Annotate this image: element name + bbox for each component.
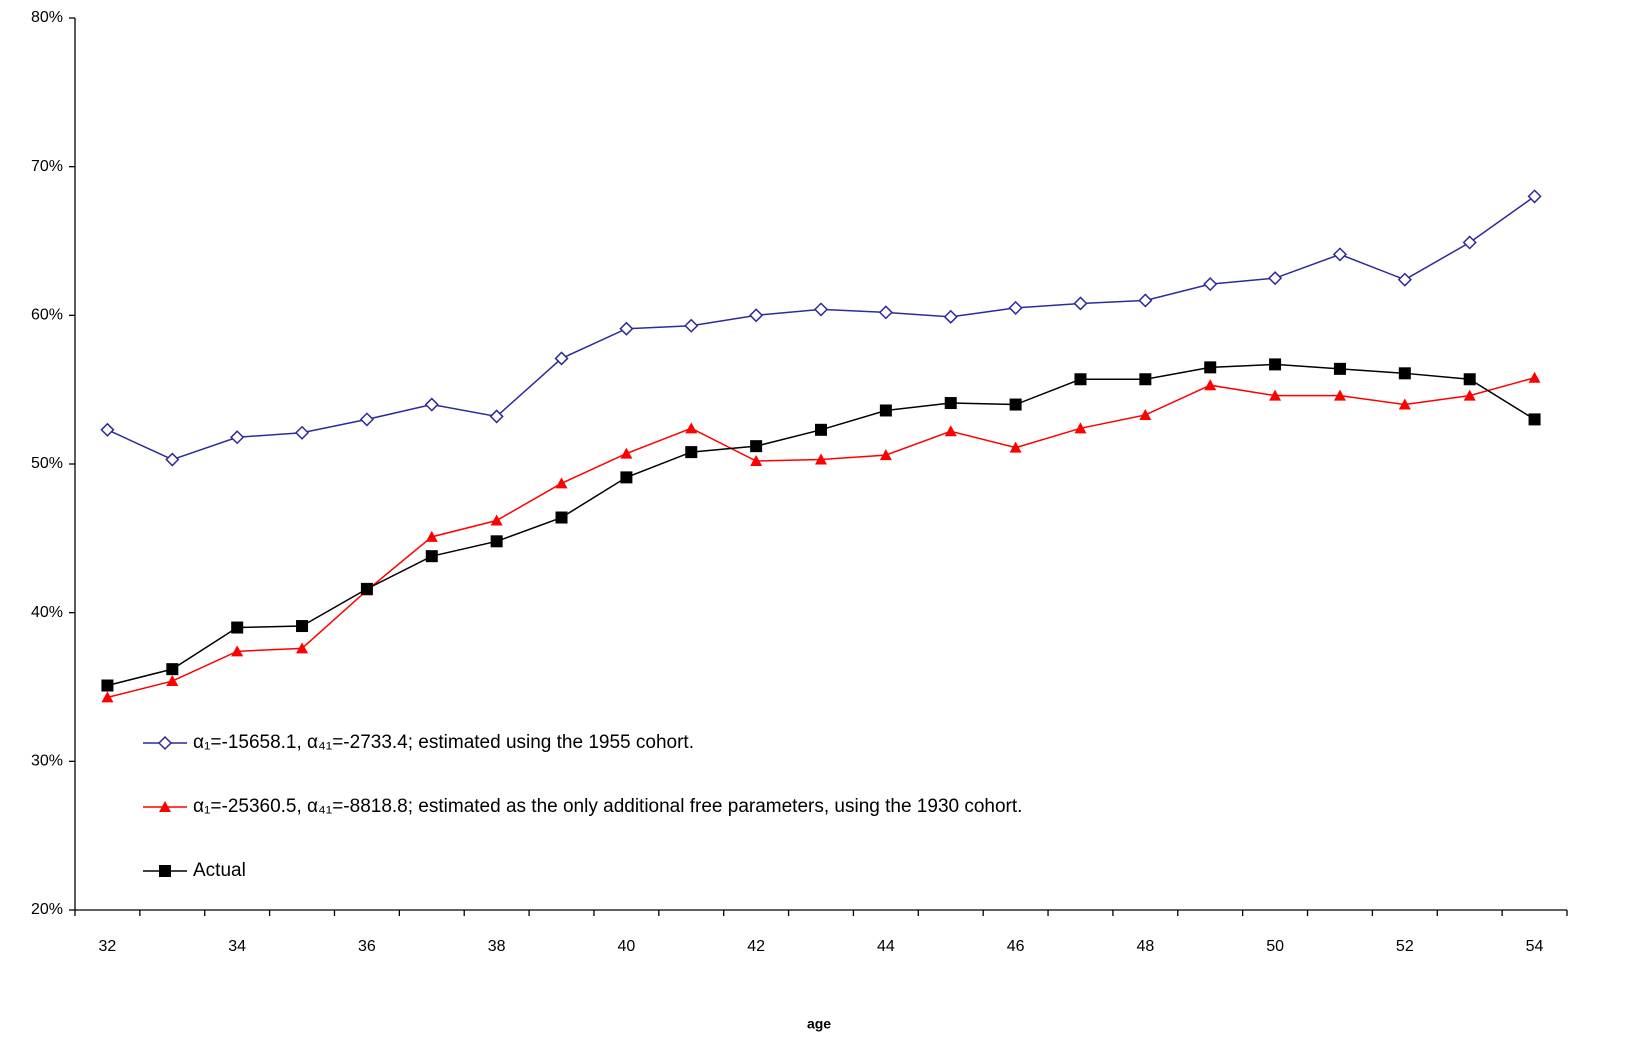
y-tick-label: 60% bbox=[31, 307, 63, 324]
marker bbox=[424, 397, 439, 412]
marker bbox=[1204, 361, 1217, 374]
y-tick-label: 40% bbox=[31, 604, 63, 621]
marker bbox=[620, 447, 633, 459]
marker bbox=[555, 511, 568, 524]
x-tick-label: 50 bbox=[1266, 938, 1284, 955]
y-tick-label: 70% bbox=[31, 158, 63, 175]
marker bbox=[685, 422, 698, 434]
legend-label: Actual bbox=[193, 860, 246, 881]
marker bbox=[1269, 358, 1282, 371]
marker bbox=[166, 663, 179, 676]
marker bbox=[685, 446, 698, 459]
marker bbox=[1463, 373, 1476, 386]
series-line bbox=[107, 195, 1536, 461]
marker bbox=[684, 318, 699, 333]
marker bbox=[1009, 398, 1022, 411]
marker bbox=[1268, 271, 1283, 286]
marker bbox=[100, 422, 115, 437]
marker bbox=[1204, 379, 1217, 391]
legend-marker bbox=[159, 801, 171, 812]
legend-label: α₁=-25360.5, α₄₁=-8818.8; estimated as t… bbox=[193, 796, 1022, 817]
marker bbox=[231, 621, 244, 634]
marker bbox=[1398, 367, 1411, 380]
marker bbox=[1333, 389, 1346, 401]
marker bbox=[166, 675, 179, 687]
marker bbox=[490, 535, 503, 548]
x-tick-label: 36 bbox=[358, 938, 376, 955]
marker bbox=[1203, 277, 1218, 292]
marker bbox=[1463, 389, 1476, 401]
marker bbox=[1139, 408, 1152, 420]
marker bbox=[165, 452, 180, 467]
marker bbox=[1269, 389, 1282, 401]
x-axis-label: age bbox=[807, 1016, 831, 1032]
marker bbox=[879, 449, 892, 461]
marker bbox=[231, 645, 244, 657]
marker bbox=[815, 423, 827, 436]
series-line bbox=[107, 363, 1535, 687]
marker bbox=[359, 412, 374, 427]
marker bbox=[296, 642, 309, 654]
marker bbox=[879, 404, 892, 417]
marker bbox=[1528, 413, 1541, 426]
y-tick-label: 30% bbox=[31, 753, 63, 770]
marker bbox=[1333, 362, 1346, 375]
marker bbox=[1397, 272, 1412, 287]
marker bbox=[490, 514, 503, 526]
marker bbox=[878, 305, 893, 320]
marker bbox=[1332, 247, 1348, 262]
marker bbox=[1398, 398, 1411, 410]
marker bbox=[554, 351, 569, 366]
marker bbox=[230, 430, 245, 445]
x-tick-label: 32 bbox=[99, 938, 117, 955]
marker bbox=[750, 440, 763, 453]
marker bbox=[1008, 300, 1023, 315]
marker bbox=[1527, 189, 1542, 204]
marker bbox=[489, 409, 504, 424]
marker bbox=[425, 530, 438, 542]
y-tick-label: 50% bbox=[31, 455, 63, 472]
marker bbox=[101, 691, 114, 703]
marker bbox=[750, 455, 763, 467]
x-tick-label: 44 bbox=[877, 938, 895, 955]
marker bbox=[944, 425, 957, 437]
marker bbox=[1074, 422, 1087, 434]
marker bbox=[815, 453, 827, 465]
marker bbox=[360, 582, 373, 595]
marker bbox=[425, 550, 438, 563]
marker bbox=[1138, 293, 1153, 308]
legend-marker bbox=[157, 735, 173, 751]
marker bbox=[1073, 296, 1088, 311]
marker bbox=[1528, 371, 1541, 383]
y-tick-label: 20% bbox=[31, 901, 63, 918]
marker bbox=[1074, 373, 1087, 386]
marker bbox=[620, 471, 633, 484]
marker bbox=[101, 679, 114, 692]
marker bbox=[813, 302, 829, 317]
marker bbox=[1009, 441, 1022, 453]
marker bbox=[943, 309, 958, 324]
marker bbox=[555, 477, 568, 489]
marker bbox=[296, 620, 309, 633]
legend-label: α₁=-15658.1, α₄₁=-2733.4; estimated usin… bbox=[193, 732, 694, 753]
y-tick-label: 80% bbox=[31, 9, 63, 26]
marker bbox=[1139, 373, 1152, 386]
marker bbox=[1462, 235, 1477, 250]
marker bbox=[944, 397, 957, 410]
x-tick-label: 40 bbox=[617, 938, 635, 955]
marker bbox=[294, 425, 310, 440]
x-tick-label: 34 bbox=[228, 938, 246, 955]
x-tick-label: 42 bbox=[747, 938, 765, 955]
x-tick-label: 46 bbox=[1007, 938, 1025, 955]
x-tick-label: 52 bbox=[1396, 938, 1414, 955]
x-tick-label: 48 bbox=[1136, 938, 1154, 955]
x-tick-label: 54 bbox=[1526, 938, 1544, 955]
legend-marker bbox=[159, 865, 171, 877]
marker bbox=[749, 308, 764, 323]
x-tick-label: 38 bbox=[488, 938, 506, 955]
marker bbox=[619, 321, 634, 336]
